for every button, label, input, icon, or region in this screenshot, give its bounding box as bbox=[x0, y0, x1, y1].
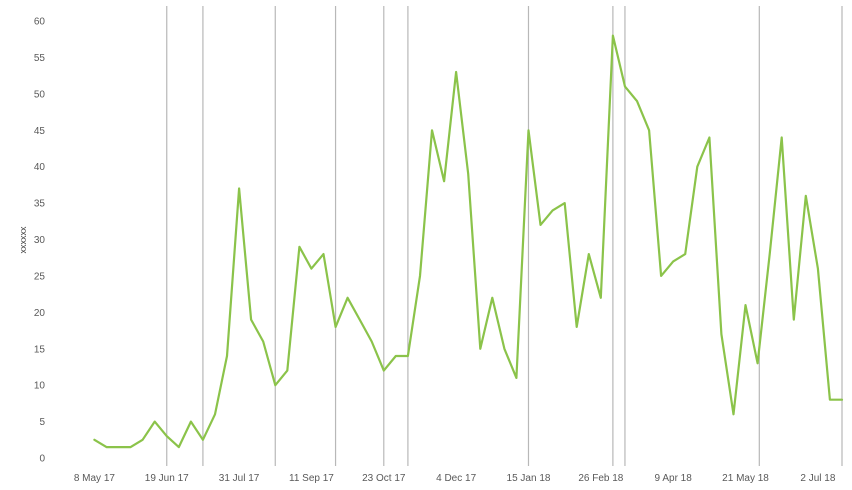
x-tick-label-5: 4 Dec 17 bbox=[436, 473, 476, 484]
x-tick-label-0: 8 May 17 bbox=[74, 473, 116, 484]
x-tick-label-10: 2 Jul 18 bbox=[800, 473, 835, 484]
y-tick-label-1: 5 bbox=[39, 417, 45, 428]
vertical-marker-lines bbox=[166, 6, 843, 466]
y-tick-label-7: 35 bbox=[34, 199, 46, 210]
y-tick-label-5: 25 bbox=[34, 271, 46, 282]
x-axis-ticks: 8 May 17 19 Jun 17 31 Jul 17 11 Sep 17 23 Oc… bbox=[74, 473, 836, 484]
series-lines bbox=[93, 34, 844, 449]
y-tick-label-4: 20 bbox=[34, 308, 46, 319]
x-tick-label-7: 26 Feb 18 bbox=[578, 473, 623, 484]
y-tick-label-6: 30 bbox=[34, 235, 46, 246]
x-tick-label-3: 11 Sep 17 bbox=[289, 473, 334, 484]
y-axis-ticks: 0 5 10 15 20 25 30 35 40 45 50 55 60 bbox=[34, 17, 46, 465]
x-tick-label-2: 31 Jul 17 bbox=[219, 473, 260, 484]
y-tick-label-11: 55 bbox=[34, 53, 46, 64]
x-tick-label-8: 9 Apr 18 bbox=[655, 473, 693, 484]
x-tick-label-9: 21 May 18 bbox=[722, 473, 769, 484]
y-tick-label-8: 40 bbox=[34, 162, 46, 173]
y-tick-label-9: 45 bbox=[34, 126, 46, 137]
y-tick-label-3: 15 bbox=[34, 344, 46, 355]
y-axis-label: xxxxxx bbox=[18, 226, 28, 254]
y-tick-label-2: 10 bbox=[34, 381, 46, 392]
x-tick-label-4: 23 Oct 17 bbox=[362, 473, 406, 484]
y-tick-label-10: 50 bbox=[34, 89, 46, 100]
series-line-0 bbox=[93, 34, 844, 449]
y-tick-label-0: 0 bbox=[39, 454, 45, 465]
x-tick-label-6: 15 Jan 18 bbox=[507, 473, 551, 484]
y-tick-label-12: 60 bbox=[34, 17, 46, 28]
x-tick-label-1: 19 Jun 17 bbox=[145, 473, 189, 484]
